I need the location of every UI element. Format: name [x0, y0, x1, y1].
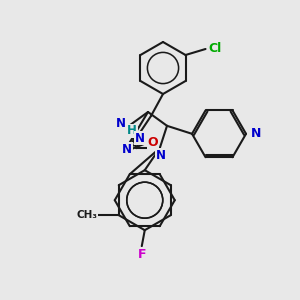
Text: N: N [116, 117, 126, 130]
Text: F: F [137, 248, 146, 261]
Text: N: N [156, 149, 166, 162]
Text: N: N [251, 127, 261, 140]
Text: N: N [122, 143, 132, 156]
Text: CH₃: CH₃ [76, 210, 97, 220]
Text: H: H [127, 124, 137, 137]
Text: N: N [135, 131, 145, 145]
Text: Cl: Cl [208, 41, 221, 55]
Text: O: O [148, 136, 158, 149]
